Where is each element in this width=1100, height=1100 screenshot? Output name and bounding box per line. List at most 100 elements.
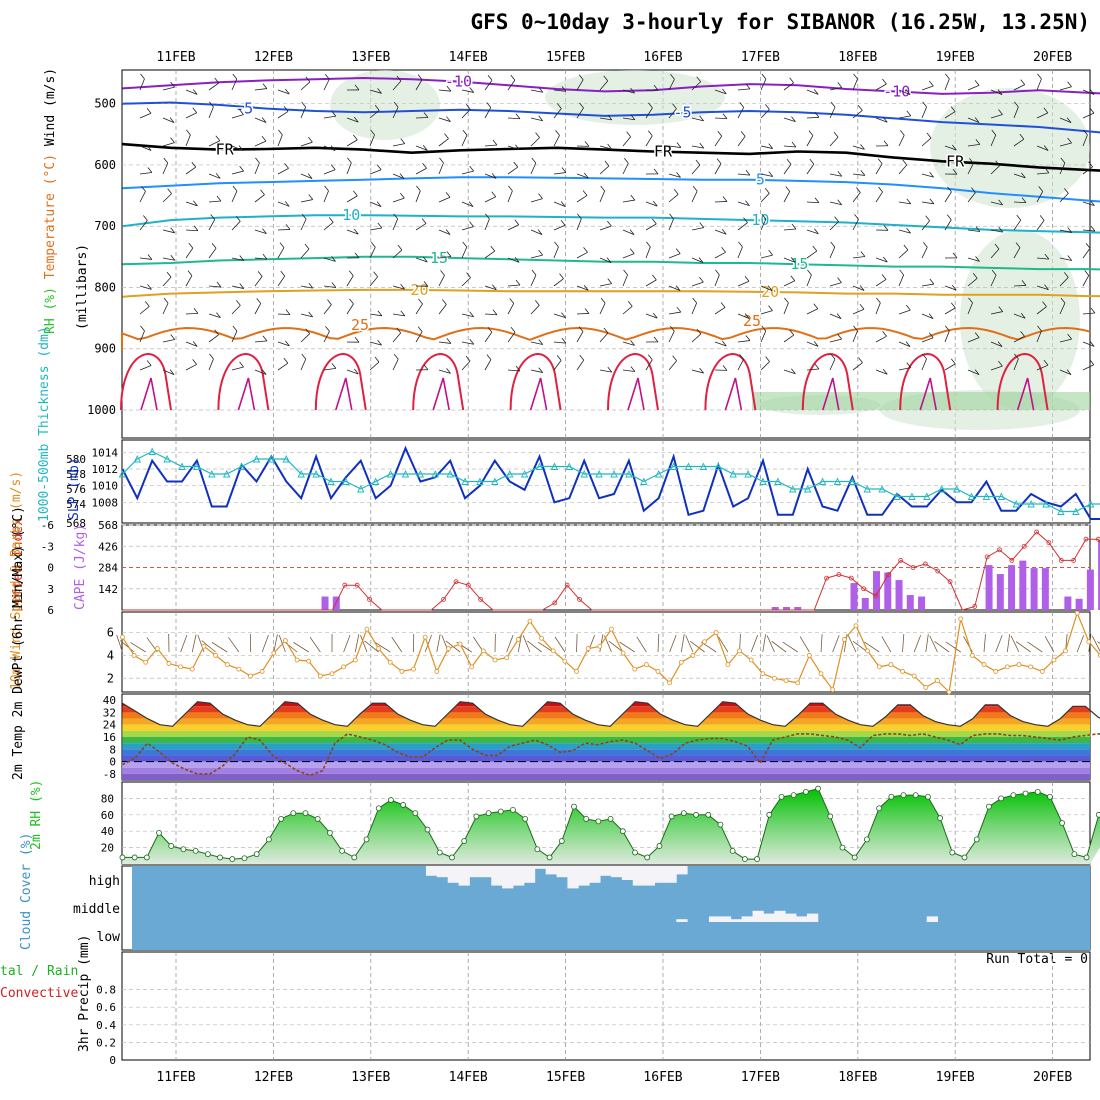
li-point [1058, 558, 1064, 563]
wind-barb-flag [487, 326, 493, 333]
wind-barb [599, 257, 612, 264]
wind-barb [967, 278, 978, 287]
wind-barb-flag [377, 88, 382, 94]
wind-barb-flag [561, 312, 566, 318]
wind-barb-flag [672, 103, 677, 109]
wind-barb [783, 164, 792, 175]
wind-barb-flag [422, 145, 428, 151]
precip-tick-label: 0.2 [96, 1036, 116, 1049]
wind-barb-flag [584, 308, 590, 314]
wind-barb [392, 332, 402, 343]
wind-barb-flag [416, 185, 421, 192]
rh-point [302, 810, 309, 817]
wind-barb-flag [423, 112, 429, 118]
wind-barb [162, 369, 175, 376]
wind-barb [967, 192, 976, 203]
wind-barb [852, 285, 865, 291]
wind-point [678, 659, 684, 665]
wind-barb-flag [1060, 157, 1066, 164]
wind-barb-flag [722, 365, 728, 371]
wind-barb [1013, 84, 1025, 91]
wind-point [224, 662, 230, 667]
wind-barb [1036, 364, 1049, 371]
wind-barb [438, 275, 445, 287]
li-tick-label: -6 [41, 519, 54, 532]
wind-barb-flag [630, 194, 636, 201]
wind-barb [921, 247, 928, 259]
cloud-cell-high [425, 866, 438, 876]
wind-barb-flag [646, 241, 651, 248]
wind-point [713, 630, 719, 635]
wind-barb-flag [308, 194, 314, 200]
rh-point [937, 815, 944, 821]
wind-barb-flag [283, 106, 289, 112]
wind-barb-flag [396, 75, 402, 82]
wind-barb-flag [193, 200, 198, 207]
li-tick-label: 3 [47, 583, 54, 596]
thickness-point [297, 469, 305, 478]
wind-barb [737, 88, 750, 91]
rh-point [571, 803, 577, 810]
wind-barb-flag [304, 243, 310, 250]
wind-barb [783, 82, 794, 91]
wind-barb [507, 303, 515, 315]
wind-barb [576, 359, 585, 371]
x-tick-labels-top: 11FEB 12FEB 13FEB 14FEB 15FEB 16FEB 17FEB 18FEB… [156, 50, 1072, 65]
wind-point [131, 653, 137, 658]
wind-barb [1013, 285, 1027, 287]
wind-barb-flag [969, 158, 974, 164]
wind-barb [461, 201, 474, 208]
wind-barb-flag [600, 185, 605, 192]
wind-barb [990, 201, 1003, 206]
wind-barb [530, 89, 543, 93]
wind-barb [1059, 86, 1072, 91]
wind-barb [852, 78, 858, 91]
wind-point [1004, 664, 1010, 670]
wind-barb-flag [607, 143, 612, 150]
wind-barb [1082, 341, 1095, 347]
rh-point [583, 816, 590, 822]
wind-barb [208, 334, 219, 343]
wind-barb [737, 222, 748, 231]
wind-barb-flag [169, 117, 175, 123]
wind-barb-flag [1064, 188, 1069, 194]
wind-barb [254, 88, 267, 91]
wind-point [806, 653, 812, 658]
wind-barb [323, 169, 336, 175]
wind-barb [1036, 112, 1049, 119]
wind-barb-flag [283, 357, 289, 364]
rh-point [1071, 851, 1078, 858]
rh-blob [960, 230, 1080, 410]
wind-barb-flag [876, 297, 881, 304]
wind-barb [484, 80, 493, 91]
x-tick-label: 17FEB [741, 1070, 780, 1085]
wind-barb [527, 640, 542, 653]
wind-barb-flag [377, 310, 383, 317]
wind-barb [599, 302, 606, 315]
wind-barb [323, 304, 332, 315]
wind-barb-flag [331, 363, 337, 369]
wind-barb [553, 246, 559, 259]
wind-barb [369, 201, 382, 207]
wind-barb-flag [583, 247, 588, 253]
wind-barb [228, 637, 240, 653]
thickness-point [1057, 507, 1065, 515]
wind-point [1063, 648, 1068, 654]
wind-barb [415, 167, 427, 175]
wind-barb [231, 190, 238, 203]
slp-tick-label: 1012 [92, 463, 119, 476]
wind-barb-flag [945, 73, 950, 80]
cape-tick-label: 284 [98, 562, 118, 575]
wind-barb-flag [469, 165, 474, 172]
cloud-cell-high [589, 866, 601, 883]
wind-barb [848, 635, 857, 653]
wind-barb-flag [531, 157, 537, 164]
wind-barb [162, 257, 175, 261]
wind-barb [354, 634, 360, 653]
temp-band [122, 737, 1090, 744]
wind-barb-flag [187, 270, 193, 276]
x-tick-label: 15FEB [546, 1070, 585, 1085]
wind-barb [185, 341, 198, 347]
wind-barb-flag [469, 311, 474, 318]
rh-point [546, 854, 553, 861]
